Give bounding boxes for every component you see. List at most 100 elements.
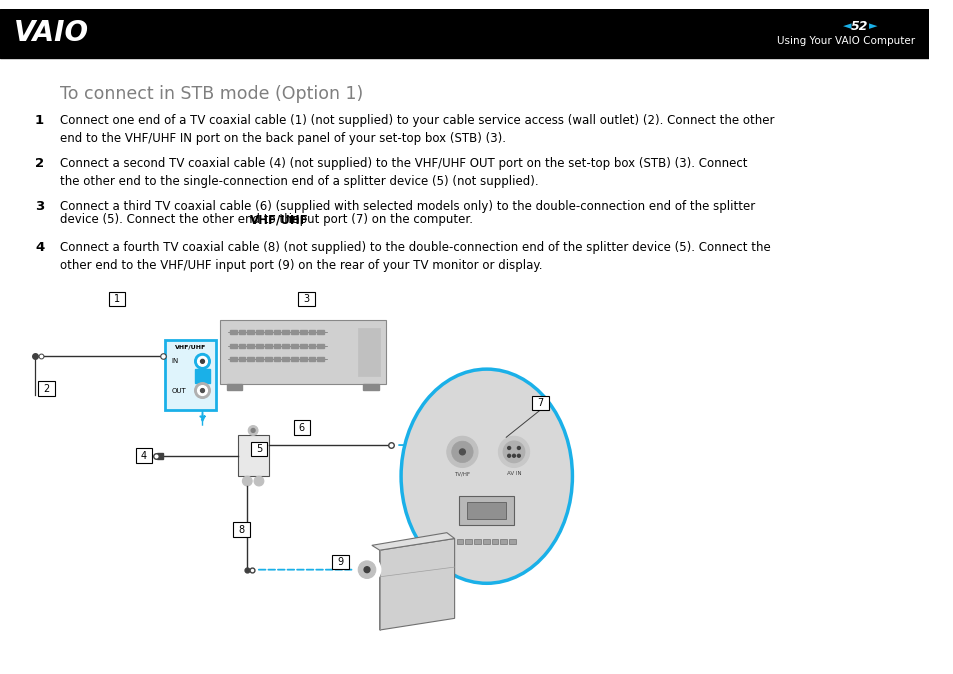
Bar	[265, 344, 272, 348]
Circle shape	[354, 557, 379, 582]
Text: 3: 3	[303, 294, 310, 304]
Ellipse shape	[400, 369, 572, 583]
Bar	[274, 330, 280, 334]
Text: 1: 1	[113, 294, 120, 304]
FancyBboxPatch shape	[237, 435, 269, 477]
FancyBboxPatch shape	[135, 448, 152, 463]
Text: Connect one end of a TV coaxial cable (1) (not supplied) to your cable service a: Connect one end of a TV coaxial cable (1…	[60, 114, 774, 145]
Bar	[467, 501, 506, 519]
Text: 4: 4	[35, 241, 44, 253]
Bar	[509, 539, 516, 545]
Text: 2: 2	[44, 384, 50, 394]
Text: Connect a third TV coaxial cable (6) (supplied with selected models only) to the: Connect a third TV coaxial cable (6) (su…	[60, 200, 755, 213]
Bar	[308, 357, 315, 361]
FancyBboxPatch shape	[251, 441, 267, 456]
Circle shape	[512, 454, 515, 457]
Circle shape	[197, 357, 207, 366]
Bar	[238, 330, 245, 334]
Text: Connect a fourth TV coaxial cable (8) (not supplied) to the double-connection en: Connect a fourth TV coaxial cable (8) (n…	[60, 241, 770, 272]
Bar	[282, 330, 289, 334]
Bar	[317, 344, 324, 348]
Circle shape	[451, 441, 473, 462]
Text: TV/HF: TV/HF	[454, 471, 470, 477]
Circle shape	[459, 449, 465, 455]
Text: 2: 2	[35, 157, 44, 170]
Text: To connect in STB mode (Option 1): To connect in STB mode (Option 1)	[60, 85, 363, 103]
FancyBboxPatch shape	[220, 320, 385, 384]
FancyBboxPatch shape	[165, 340, 216, 410]
Text: IN: IN	[172, 359, 178, 365]
Circle shape	[242, 477, 252, 486]
Text: 7: 7	[537, 398, 543, 408]
Circle shape	[507, 454, 510, 457]
FancyBboxPatch shape	[332, 555, 349, 569]
Bar	[227, 384, 242, 390]
Text: ◄: ◄	[841, 22, 850, 32]
Text: ►: ►	[868, 22, 877, 32]
Bar	[459, 495, 514, 525]
FancyBboxPatch shape	[298, 292, 314, 307]
Bar	[274, 357, 280, 361]
Bar	[474, 539, 480, 545]
Bar	[317, 330, 324, 334]
Bar	[255, 330, 263, 334]
Circle shape	[200, 359, 204, 363]
Bar	[247, 330, 253, 334]
Bar	[291, 330, 297, 334]
Bar	[317, 357, 324, 361]
FancyBboxPatch shape	[233, 522, 250, 537]
Circle shape	[497, 436, 529, 468]
Bar	[363, 384, 378, 390]
Text: 5: 5	[255, 444, 262, 454]
Bar	[247, 357, 253, 361]
Text: 6: 6	[298, 423, 305, 433]
Text: input port (7) on the computer.: input port (7) on the computer.	[285, 214, 473, 226]
Bar	[299, 357, 306, 361]
Bar	[308, 344, 315, 348]
Circle shape	[248, 425, 257, 435]
Bar	[299, 344, 306, 348]
Bar	[265, 357, 272, 361]
Text: 9: 9	[337, 557, 343, 567]
Polygon shape	[379, 539, 455, 630]
Text: Connect a second TV coaxial cable (4) (not supplied) to the VHF/UHF OUT port on : Connect a second TV coaxial cable (4) (n…	[60, 157, 747, 188]
Bar	[465, 539, 472, 545]
Bar	[308, 330, 315, 334]
Bar	[230, 330, 236, 334]
Bar	[282, 344, 289, 348]
Circle shape	[517, 454, 519, 457]
Bar	[274, 344, 280, 348]
Circle shape	[446, 436, 477, 468]
Bar	[491, 539, 497, 545]
Bar	[0, 9, 928, 57]
Text: device (5). Connect the other end to the: device (5). Connect the other end to the	[60, 214, 303, 226]
FancyBboxPatch shape	[294, 420, 310, 435]
Circle shape	[503, 441, 524, 462]
Bar	[194, 369, 210, 383]
FancyBboxPatch shape	[532, 396, 548, 410]
Circle shape	[364, 567, 370, 573]
Bar	[291, 357, 297, 361]
Bar	[265, 330, 272, 334]
Text: OUT: OUT	[172, 388, 186, 394]
Text: 52: 52	[850, 20, 867, 33]
Circle shape	[253, 477, 264, 486]
Text: VHF/UHF: VHF/UHF	[175, 345, 206, 350]
Bar	[358, 328, 379, 376]
Text: 4: 4	[141, 451, 147, 461]
Bar	[230, 357, 236, 361]
Text: 8: 8	[238, 525, 244, 534]
Circle shape	[358, 561, 375, 578]
Circle shape	[517, 446, 519, 450]
Circle shape	[251, 429, 254, 433]
FancyBboxPatch shape	[38, 381, 55, 396]
Text: Using Your VAIO Computer: Using Your VAIO Computer	[776, 36, 914, 46]
Bar	[255, 344, 263, 348]
Bar	[255, 357, 263, 361]
Bar	[500, 539, 507, 545]
Bar	[482, 539, 489, 545]
Text: AV IN: AV IN	[506, 471, 520, 477]
Polygon shape	[372, 532, 455, 550]
Bar	[230, 344, 236, 348]
Bar	[291, 344, 297, 348]
